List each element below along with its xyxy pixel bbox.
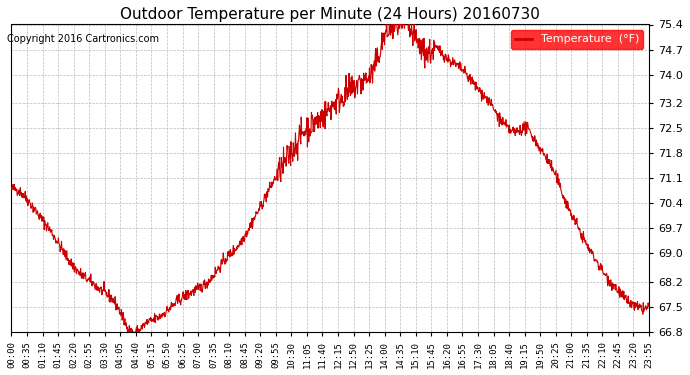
Legend: Temperature  (°F): Temperature (°F) — [511, 30, 644, 49]
Title: Outdoor Temperature per Minute (24 Hours) 20160730: Outdoor Temperature per Minute (24 Hours… — [120, 7, 540, 22]
Text: Copyright 2016 Cartronics.com: Copyright 2016 Cartronics.com — [7, 34, 159, 44]
